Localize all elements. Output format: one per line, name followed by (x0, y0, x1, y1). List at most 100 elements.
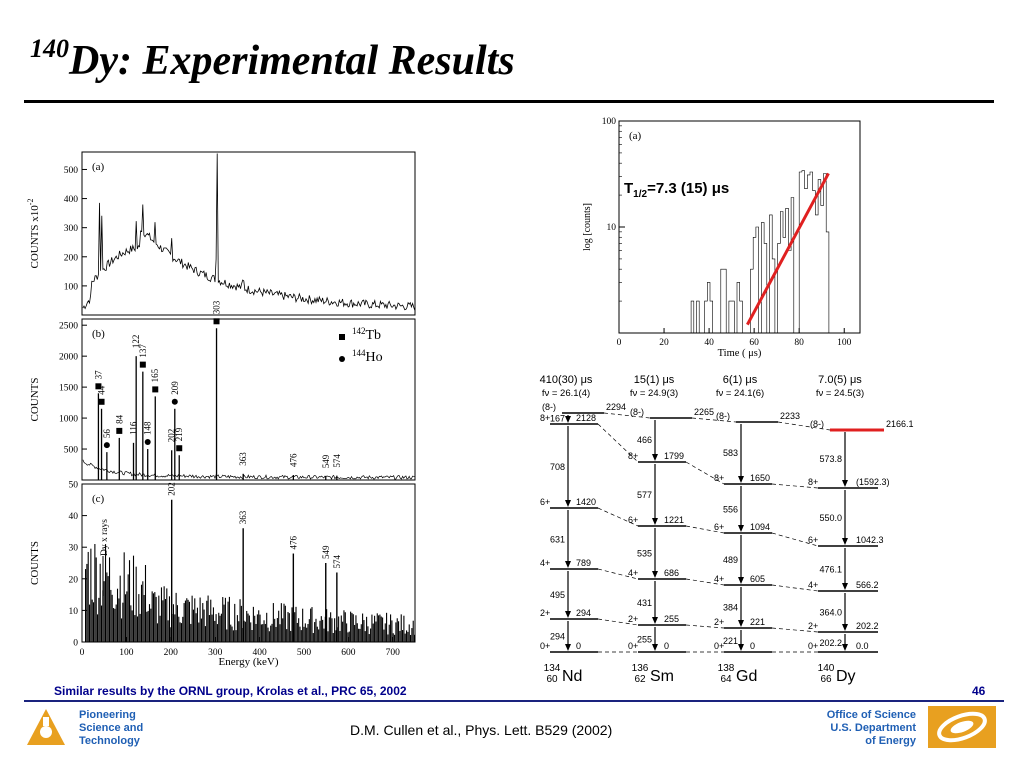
transition-energy: 294 (550, 632, 565, 642)
y-axis-label: COUNTS (29, 377, 41, 421)
transition-arrowhead (738, 577, 744, 584)
nucleus-mass: 140 (818, 663, 835, 674)
y-tick-label: 2500 (59, 322, 78, 332)
level-spin: 0+ (540, 641, 550, 651)
nucleus-element: Dy (836, 668, 856, 685)
transition-energy: 202.2 (819, 638, 842, 648)
level-energy: 789 (576, 558, 591, 568)
y-tick-label: 1500 (59, 384, 78, 394)
x-axis-label: Energy (keV) (219, 656, 279, 668)
scheme-halflife: 7.0(5) μs (818, 374, 862, 386)
transition-energy: 573.8 (819, 454, 842, 464)
level-connector (597, 423, 639, 463)
x-tick-label: 40 (704, 338, 714, 348)
reference-citation: D.M. Cullen et al., Phys. Lett. B529 (20… (350, 722, 613, 738)
y-tick-label: 10 (69, 607, 79, 617)
scheme-nd: 410(30) μs fν = 26.1(4) (8-) 2294 8+ 2128 6+ 14… (540, 374, 626, 685)
tb-square-marker (95, 383, 102, 390)
x-tick-label: 80 (794, 338, 804, 348)
y-tick-label: 10 (607, 223, 617, 233)
scheme-sm: 15(1) μs fν = 24.9(3) (8-) 2265 8+ 1799 6+ 1221… (628, 374, 714, 685)
lab-logo-icon (27, 709, 65, 745)
peak-label: 209 (170, 381, 180, 395)
transition-energy: 384 (723, 603, 738, 613)
y-axis-label: COUNTS x10-2 (26, 199, 41, 269)
transition-arrowhead (652, 454, 658, 461)
transition-energy: 489 (723, 555, 738, 565)
peak-label: 574 (332, 554, 342, 568)
level-spin: 6+ (628, 515, 638, 525)
transition-energy: 550.0 (819, 513, 842, 523)
panel-label: (b) (92, 328, 105, 340)
level-scheme-diagram: 410(30) μs fν = 26.1(4) (8-) 2294 8+ 2128 6+ 14… (540, 374, 914, 685)
level-spin: 2+ (808, 621, 818, 631)
transition-arrowhead (565, 500, 571, 507)
level-spin: 4+ (714, 574, 724, 584)
transition-energy: 364.0 (819, 608, 842, 618)
transition-energy: 631 (550, 535, 565, 545)
level-energy: 1094 (750, 522, 770, 532)
transition-arrowhead (652, 617, 658, 624)
level-energy: 1042.3 (856, 535, 884, 545)
level-spin: (8-) (716, 411, 730, 421)
motto-line: Pioneering (79, 709, 136, 721)
level-energy: 0 (576, 641, 581, 651)
org-line: Office of Science (826, 709, 916, 721)
level-connector (771, 627, 819, 633)
level-connector (685, 624, 725, 629)
level-connector (597, 507, 639, 527)
transition-arrowhead (652, 644, 658, 651)
peak-label: 56 (102, 429, 112, 439)
transition-arrowhead (738, 620, 744, 627)
x-tick-label: 0 (80, 648, 85, 658)
legend-square-marker (339, 334, 345, 340)
scheme-fnu: fν = 24.1(6) (716, 388, 764, 399)
y-tick-label: 20 (69, 575, 79, 585)
level-spin: 6+ (540, 497, 550, 507)
org-line: U.S. Department (830, 722, 916, 734)
level-spin: 6+ (714, 522, 724, 532)
level-spin: 2+ (714, 617, 724, 627)
level-spin: (8-) (810, 419, 824, 429)
x-tick-label: 0 (617, 338, 622, 348)
scheme-halflife: 15(1) μs (634, 374, 675, 386)
peak-label: 219 (174, 427, 184, 441)
title-mass-number: 140 (30, 34, 69, 63)
transition-arrowhead (738, 525, 744, 532)
ho-circle-marker (103, 442, 110, 449)
level-energy: 202.2 (856, 621, 879, 631)
x-tick-label: 100 (119, 648, 134, 658)
level-spin: 8+ (540, 413, 550, 423)
level-energy: 2233 (780, 411, 800, 421)
tb-square-marker (213, 318, 220, 325)
panel-frame (81, 318, 416, 481)
level-spin: 4+ (628, 568, 638, 578)
xray-annotation: Dy x rays (100, 519, 110, 556)
transition-energy: 431 (637, 598, 652, 608)
panel-label: (a) (629, 130, 642, 142)
motto-line: Science and (79, 722, 144, 734)
legend-mass: 144 (352, 348, 366, 358)
x-tick-label: 100 (837, 338, 852, 348)
level-energy: 221 (750, 617, 765, 627)
halflife-label: T1/2=7.3 (15) μs (624, 180, 729, 200)
y-tick-label: 400 (64, 195, 79, 205)
halflife-symbol: T (624, 180, 633, 197)
slide-title: 140Dy: Experimental Results (30, 34, 515, 85)
level-spin: 4+ (540, 558, 550, 568)
level-spin: 2+ (540, 608, 550, 618)
x-tick-label: 600 (341, 648, 356, 658)
level-spin: (8-) (542, 402, 556, 412)
nucleus-z: 62 (634, 674, 646, 685)
tb-square-marker (116, 427, 123, 434)
legend-element: Tb (366, 328, 382, 343)
peak-label: 122 (131, 335, 141, 349)
motto-line: Technology (79, 735, 140, 747)
scheme-dy: 7.0(5) μs fν = 24.5(3) (8-) 2166.1 8+ (1592.3… (808, 374, 914, 685)
spectrum-trace (82, 153, 416, 311)
y-tick-label: 50 (69, 481, 79, 491)
transition-arrowhead (842, 538, 848, 545)
